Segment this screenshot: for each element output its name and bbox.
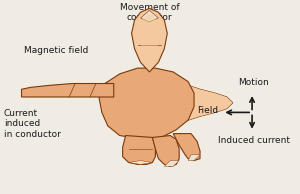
Polygon shape — [129, 161, 152, 164]
Polygon shape — [188, 85, 233, 120]
Polygon shape — [152, 136, 179, 166]
Text: Magnetic field: Magnetic field — [25, 46, 89, 55]
Polygon shape — [188, 85, 233, 120]
Polygon shape — [188, 155, 200, 161]
Polygon shape — [132, 8, 167, 72]
Polygon shape — [173, 134, 200, 161]
Polygon shape — [140, 10, 158, 22]
Text: Motion: Motion — [238, 78, 269, 87]
Polygon shape — [164, 161, 179, 166]
Polygon shape — [99, 68, 194, 139]
Text: Field: Field — [197, 106, 218, 115]
Text: Current
induced
in conductor: Current induced in conductor — [4, 109, 61, 139]
Text: Movement of
conductor: Movement of conductor — [120, 3, 179, 22]
Text: Induced current: Induced current — [218, 136, 290, 145]
Polygon shape — [123, 136, 155, 164]
Polygon shape — [140, 14, 158, 62]
Polygon shape — [22, 84, 114, 97]
